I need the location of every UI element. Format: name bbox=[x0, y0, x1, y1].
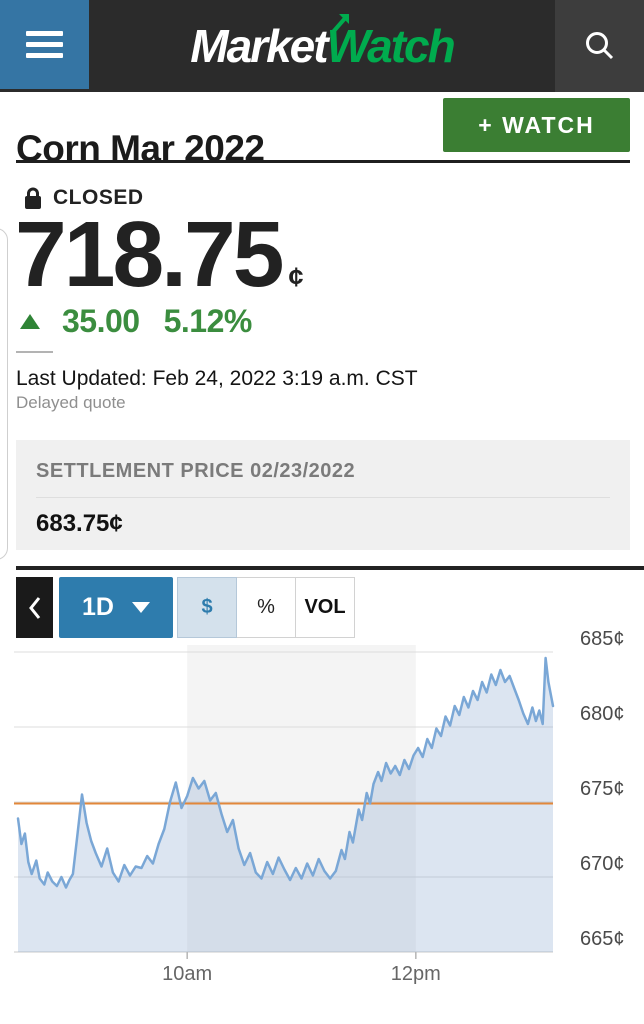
price-unit: ¢ bbox=[288, 262, 304, 292]
price-chart-svg bbox=[14, 645, 555, 959]
change-divider bbox=[16, 351, 53, 353]
search-button[interactable] bbox=[555, 0, 644, 92]
settlement-label: SETTLEMENT PRICE 02/23/2022 bbox=[36, 460, 356, 482]
search-icon bbox=[585, 32, 613, 60]
price-value: 718.75 bbox=[15, 202, 284, 306]
price-line bbox=[16, 656, 555, 889]
y-axis-label: 680¢ bbox=[580, 703, 625, 725]
brand-logo: Market Watch bbox=[0, 0, 644, 92]
price-chart[interactable]: 685¢ 680¢ 675¢ 670¢ 665¢ 10am 12pm bbox=[0, 628, 644, 1024]
brand-market: Market bbox=[190, 20, 328, 72]
page-title: Corn Mar 2022 bbox=[16, 127, 265, 169]
up-triangle-icon bbox=[20, 314, 40, 329]
area-fill bbox=[18, 658, 553, 952]
unit-percent-button[interactable]: % bbox=[236, 577, 296, 638]
settlement-divider bbox=[36, 497, 610, 498]
watch-button[interactable]: + WATCH bbox=[443, 98, 630, 152]
status-row: CLOSED bbox=[24, 186, 144, 210]
unit-dollar-button[interactable]: $ bbox=[177, 577, 237, 638]
range-dropdown[interactable]: 1D bbox=[59, 577, 173, 638]
price-row: 718.75 ¢ bbox=[15, 208, 303, 301]
y-axis-label: 670¢ bbox=[580, 853, 625, 875]
y-axis-label: 685¢ bbox=[580, 628, 625, 650]
unit-toggle: $ % VOL bbox=[177, 577, 355, 638]
x-axis-label: 10am bbox=[162, 963, 213, 985]
y-axis-label: 665¢ bbox=[580, 928, 625, 950]
unit-vol-button[interactable]: VOL bbox=[295, 577, 355, 638]
hamburger-icon bbox=[26, 31, 63, 36]
logo-arrow-icon bbox=[331, 14, 349, 34]
x-axis-label: 12pm bbox=[390, 963, 441, 985]
chevron-left-icon bbox=[28, 596, 40, 619]
settlement-value: 683.75¢ bbox=[36, 510, 123, 537]
change-row: 35.00 5.12% bbox=[20, 303, 252, 340]
title-divider bbox=[16, 160, 630, 163]
chevron-down-icon bbox=[131, 602, 150, 613]
settlement-card: SETTLEMENT PRICE 02/23/2022 683.75¢ bbox=[16, 440, 630, 550]
range-label: 1D bbox=[82, 593, 114, 621]
change-percent: 5.12% bbox=[163, 303, 253, 339]
app-header: Market Watch bbox=[0, 0, 644, 92]
lock-icon bbox=[25, 187, 41, 209]
back-button[interactable] bbox=[16, 577, 53, 638]
y-axis-label: 675¢ bbox=[580, 778, 625, 800]
menu-button[interactable] bbox=[0, 0, 89, 89]
last-updated: Last Updated: Feb 24, 2022 3:19 a.m. CST bbox=[16, 367, 418, 390]
chart-top-border bbox=[16, 566, 644, 570]
status-label: CLOSED bbox=[53, 186, 144, 209]
session-band bbox=[187, 645, 416, 952]
card-left-edge bbox=[0, 228, 8, 560]
change-value: 35.00 bbox=[62, 303, 140, 339]
delayed-quote: Delayed quote bbox=[16, 393, 126, 412]
